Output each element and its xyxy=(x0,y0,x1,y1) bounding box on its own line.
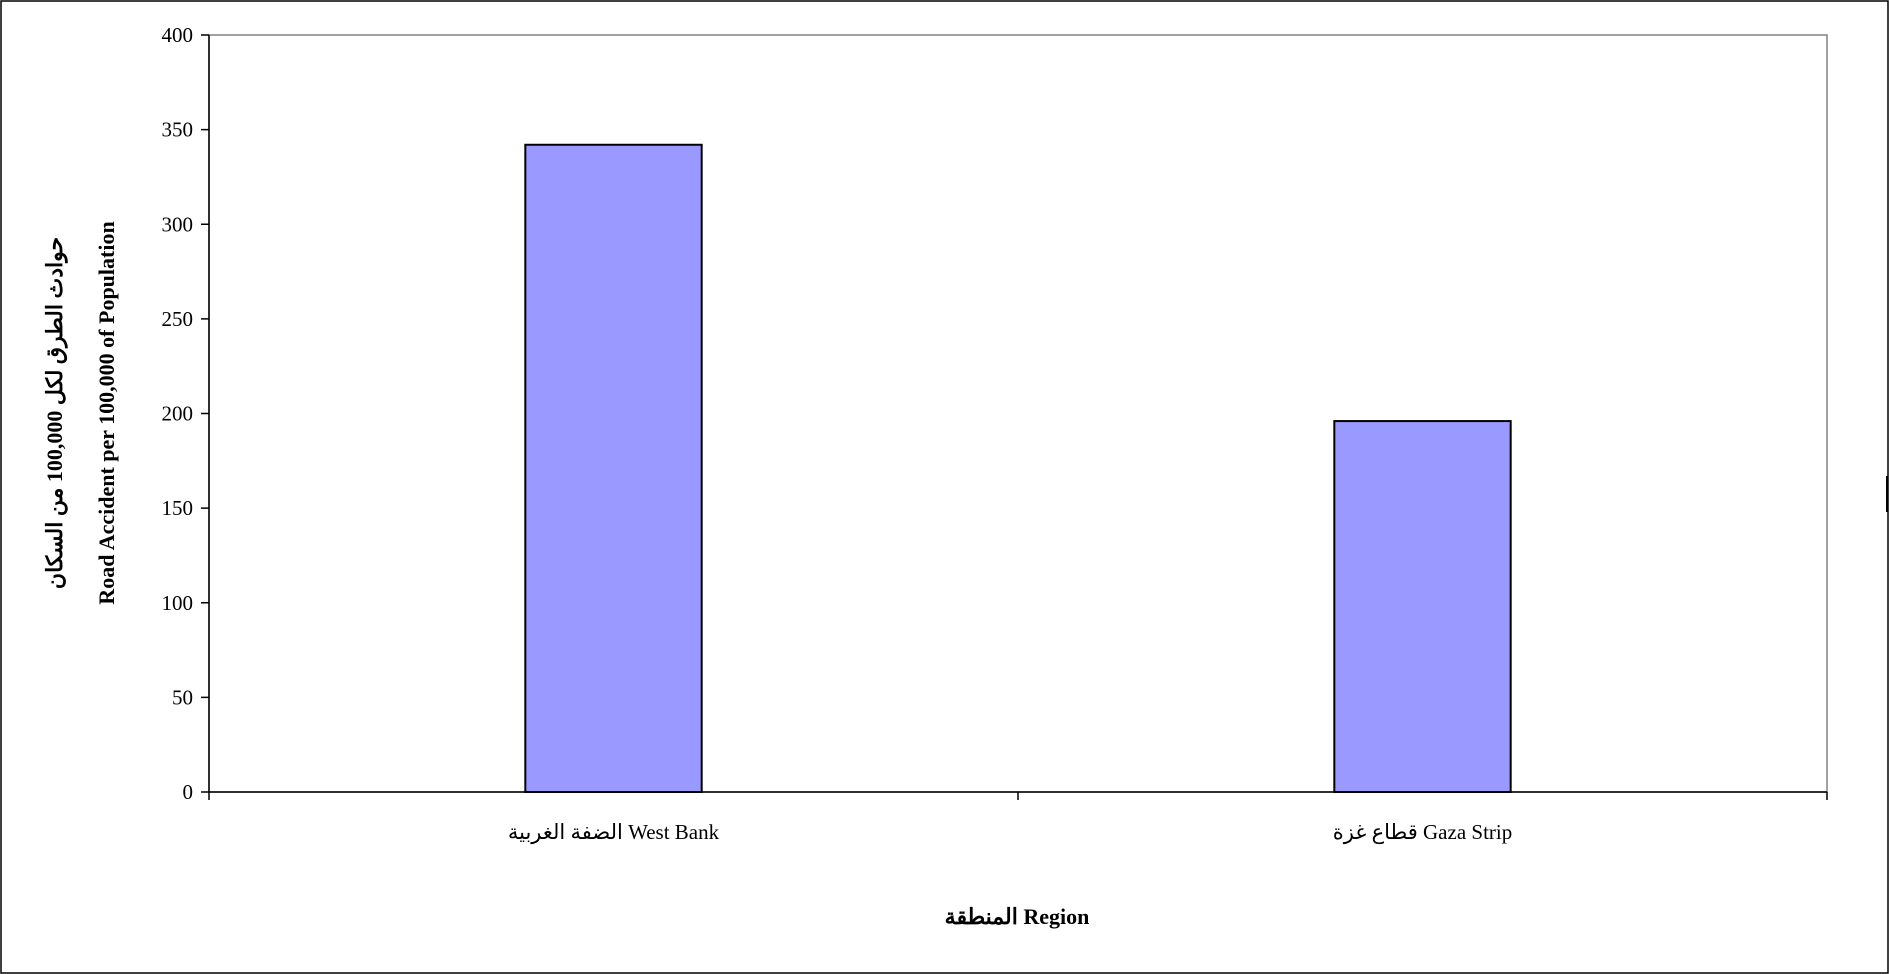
category-label: قطاع غزة Gaza Strip xyxy=(1333,820,1513,845)
y-tick-label: 100 xyxy=(162,591,194,615)
y-tick-label: 0 xyxy=(183,780,194,804)
y-tick-label: 300 xyxy=(162,212,194,236)
x-axis-title: المنطقة Region xyxy=(945,904,1090,929)
bars xyxy=(524,143,1512,793)
y-axis: 0 50 100 150 200 250 300 350 400 xyxy=(162,23,210,804)
y-tick-label: 350 xyxy=(162,118,194,142)
y-tick-label: 150 xyxy=(162,496,194,520)
bar xyxy=(1333,420,1512,793)
y-tick-label: 250 xyxy=(162,307,194,331)
y-tick-label: 400 xyxy=(162,23,194,47)
y-tick-label: 50 xyxy=(172,685,193,709)
y-tick-label: 200 xyxy=(162,402,194,426)
category-labels: الضفة الغربية West Bank قطاع غزة Gaza Str… xyxy=(508,820,1512,845)
bar xyxy=(524,143,703,793)
y-axis-title-line-1: حوادث الطرق لكل 100,000 من السكان xyxy=(42,237,68,589)
x-axis xyxy=(208,791,1828,800)
category-label: الضفة الغربية West Bank xyxy=(508,820,720,845)
y-axis-title-line-2: Road Accident per 100,000 of Population xyxy=(94,221,119,604)
